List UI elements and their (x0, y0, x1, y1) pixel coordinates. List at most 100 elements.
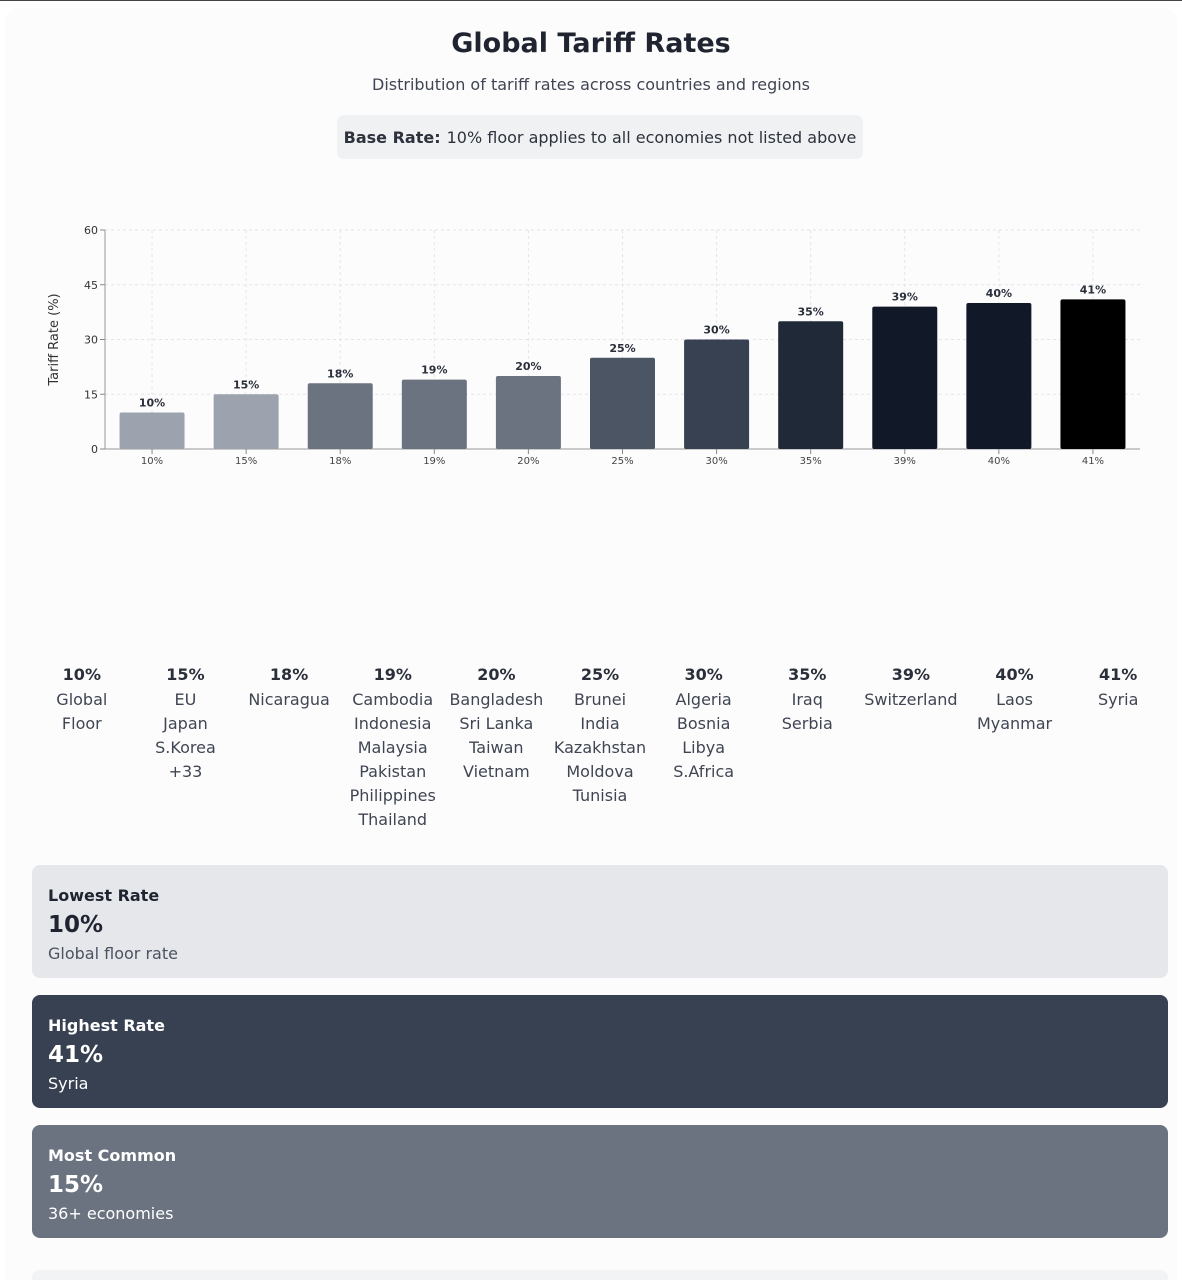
country-name: Floor (61, 714, 102, 733)
rate-group-value: 20% (477, 665, 516, 684)
stat-lowest-label: Lowest Rate (48, 886, 160, 905)
rate-group-column: 15% EU Japan S.Korea +33 (133, 664, 237, 784)
rate-group-countries: Brunei India Kazakhstan Moldova Tunisia (548, 688, 652, 808)
bar-data-label: 20% (515, 360, 541, 373)
stat-highest-value: 41% (48, 1042, 104, 1068)
rate-group-column: 19% Cambodia Indonesia Malaysia Pakistan Phil… (341, 664, 445, 832)
bar (590, 357, 655, 449)
country-name: Syria (1097, 690, 1139, 709)
x-tick-label: 20% (517, 456, 539, 467)
rate-group-countries: EU Japan S.Korea +33 (133, 688, 237, 784)
bar-data-label: 10% (139, 397, 165, 410)
country-name: Brunei (573, 690, 627, 709)
x-tick-label: 30% (705, 456, 727, 467)
next-section-edge (32, 1270, 1168, 1280)
bar-data-label: 19% (421, 364, 447, 377)
tariff-bar-chart: 0 15 30 45 60 Tariff Rate (%) 10% 10% 15% 15% 18% 1… (47, 224, 1140, 467)
country-name: Malaysia (357, 738, 428, 757)
bar (307, 383, 373, 449)
rate-group-value: 19% (373, 665, 412, 684)
country-name: EU (174, 690, 197, 709)
country-name: +33 (168, 762, 203, 781)
y-tick-label: 0 (91, 443, 98, 456)
bar (684, 339, 750, 449)
stat-highest-rate: Highest Rate 41% Syria (32, 995, 1168, 1108)
bar (1060, 299, 1126, 449)
x-tick-label: 39% (894, 456, 916, 467)
bar-data-label: 40% (986, 287, 1012, 300)
country-name: Moldova (566, 762, 634, 781)
country-name: Switzerland (864, 690, 958, 709)
stat-most-common: Most Common 15% 36+ economies (32, 1125, 1168, 1238)
bar-data-label: 39% (892, 291, 918, 304)
stat-common-label: Most Common (48, 1146, 177, 1165)
country-name: Laos (996, 690, 1033, 709)
base-rate-note: Base Rate: 10% floor applies to all econ… (337, 115, 863, 159)
stat-common-desc: 36+ economies (48, 1204, 174, 1223)
rate-group-countries: Algeria Bosnia Libya S.Africa (652, 688, 756, 784)
country-name: Global (56, 690, 108, 709)
bar (213, 394, 279, 449)
country-name: Tunisia (572, 786, 628, 805)
rate-group-value: 35% (788, 665, 827, 684)
x-tick-label: 40% (988, 456, 1010, 467)
country-name: Myanmar (976, 714, 1053, 733)
stat-lowest-value: 10% (48, 912, 104, 938)
rate-group-value: 18% (269, 665, 309, 684)
country-name: Indonesia (354, 714, 432, 733)
rate-group-value: 15% (166, 665, 205, 684)
stat-lowest-rate: Lowest Rate 10% Global floor rate (32, 865, 1168, 978)
y-tick-label: 30 (84, 334, 98, 347)
bar (119, 412, 185, 449)
page-title: Global Tariff Rates (451, 28, 731, 59)
rate-groups: 10% Global Floor 15% EU Japan S.Korea +33 18% Nic… (30, 664, 1170, 844)
country-name: Bosnia (676, 714, 731, 733)
x-tick-label: 19% (423, 456, 445, 467)
base-rate-label: Base Rate: (343, 127, 441, 147)
bar (778, 321, 844, 449)
bar-data-label: 35% (798, 305, 824, 318)
rate-group-column: 41% Syria (1066, 664, 1170, 712)
country-name: Iraq (791, 690, 823, 709)
stat-highest-desc: Syria (48, 1074, 89, 1093)
country-name: Pakistan (359, 762, 427, 781)
stat-highest-label: Highest Rate (48, 1016, 165, 1035)
window-top-border (0, 0, 1182, 1)
rate-group-value: 10% (62, 665, 101, 684)
bar (872, 306, 938, 449)
rate-group-countries: Cambodia Indonesia Malaysia Pakistan Philipp… (341, 688, 445, 832)
stat-lowest-desc: Global floor rate (48, 944, 178, 963)
rate-group-countries: Nicaragua (237, 688, 341, 712)
y-tick-label: 15 (84, 388, 98, 401)
rate-group-countries: Iraq Serbia (755, 688, 859, 736)
country-name: Nicaragua (248, 690, 330, 709)
country-name: Vietnam (463, 762, 530, 781)
y-axis-label: Tariff Rate (%) (47, 293, 62, 386)
rate-group-value: 41% (1099, 665, 1138, 684)
y-tick-label: 60 (84, 224, 98, 237)
country-name: Algeria (675, 690, 732, 709)
country-name: Japan (163, 714, 208, 733)
rate-group-countries: Laos Myanmar (963, 688, 1067, 736)
rate-group-value: 39% (891, 665, 931, 684)
base-rate-text: 10% floor applies to all economies not l… (446, 127, 857, 147)
bar-data-label: 18% (327, 367, 353, 380)
rate-group-column: 10% Global Floor (30, 664, 134, 736)
country-name: S.Africa (673, 762, 735, 781)
country-name: Philippines (349, 786, 436, 805)
bar-data-label: 30% (703, 324, 729, 337)
x-tick-label: 35% (800, 456, 822, 467)
rate-group-column: 25% Brunei India Kazakhstan Moldova Tunisia (548, 664, 652, 808)
country-name: S.Korea (155, 738, 216, 757)
country-name: Serbia (781, 714, 833, 733)
rate-group-value: 30% (684, 665, 723, 684)
country-name: Thailand (358, 810, 428, 829)
rate-group-countries: Bangladesh Sri Lanka Taiwan Vietnam (444, 688, 548, 784)
y-tick-label: 45 (84, 279, 98, 292)
country-name: Libya (682, 738, 726, 757)
bar (401, 379, 467, 449)
rate-group-countries: Global Floor (30, 688, 134, 736)
country-name: Bangladesh (449, 690, 544, 709)
rate-group-column: 30% Algeria Bosnia Libya S.Africa (652, 664, 756, 784)
bar (966, 303, 1032, 449)
